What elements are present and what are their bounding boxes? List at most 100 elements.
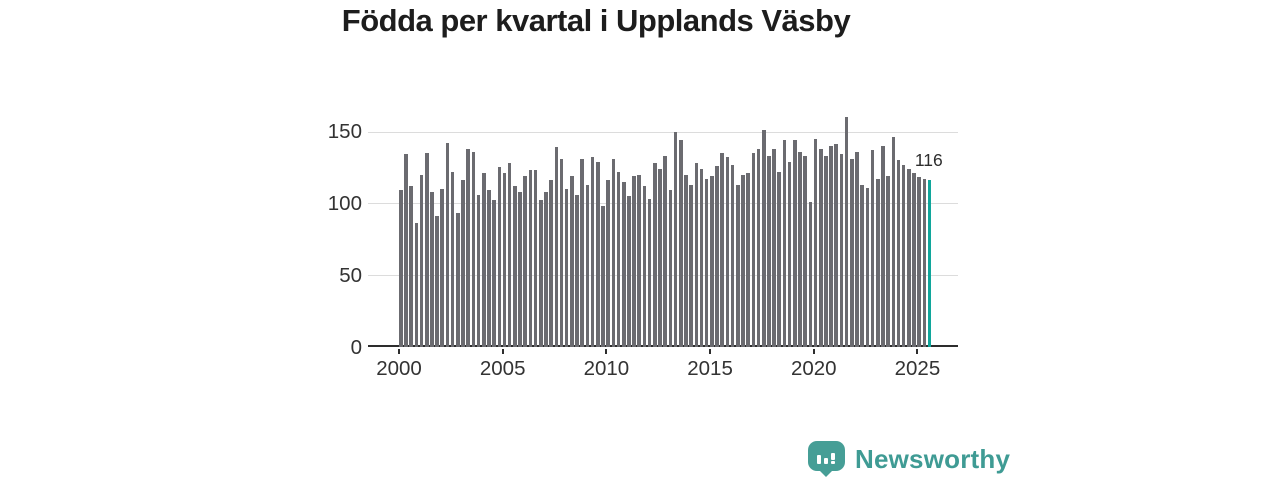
bar-2023Q3 — [886, 176, 890, 347]
bar-2001Q2 — [424, 153, 429, 347]
x-tick-2010 — [605, 349, 608, 354]
bar-2000Q1 — [399, 190, 403, 347]
bar-2011Q4 — [642, 186, 647, 347]
bar-2002Q4 — [456, 213, 460, 347]
bar-2014Q4 — [704, 178, 709, 347]
bar-2008Q4 — [580, 158, 585, 347]
bar-2024Q1 — [896, 160, 901, 347]
bar-2007Q1 — [544, 191, 548, 347]
bar-2010Q2 — [611, 158, 616, 347]
bar-2015Q2 — [715, 165, 719, 347]
chart-title: Födda per kvartal i Upplands Väsby — [341, 3, 851, 38]
bar-2005Q3 — [513, 186, 517, 347]
y-tick-label: 150 — [327, 120, 362, 143]
gridline-150 — [368, 132, 958, 133]
bar-2016Q4 — [746, 173, 750, 347]
gridline-50 — [368, 275, 958, 276]
bar-2004Q4 — [497, 167, 502, 347]
bar-2003Q3 — [471, 151, 476, 347]
newsworthy-logo-icon — [808, 441, 845, 477]
bar-2008Q3 — [575, 194, 579, 347]
bar-2018Q3 — [782, 140, 787, 347]
bar-2019Q3 — [803, 155, 807, 347]
bar-2008Q2 — [570, 176, 574, 347]
bar-2006Q2 — [528, 170, 533, 347]
bar-2012Q4 — [663, 155, 667, 347]
bar-2005Q2 — [507, 163, 512, 347]
x-tick-2005 — [501, 349, 504, 354]
x-tick-label: 2005 — [479, 357, 526, 380]
bar-2023Q2 — [881, 145, 885, 347]
bar-2019Q4 — [808, 201, 813, 347]
bar-2006Q3 — [533, 170, 538, 347]
bar-2015Q1 — [710, 176, 714, 347]
bar-2019Q2 — [798, 151, 802, 347]
bar-2009Q2 — [590, 157, 595, 347]
bar-2023Q1 — [875, 178, 880, 347]
x-tick-2015 — [709, 349, 712, 354]
bar-2020Q1 — [813, 138, 818, 347]
bar-highlight-2025Q3 — [927, 180, 932, 347]
bar-2022Q4 — [870, 150, 875, 347]
x-tick-label: 2020 — [790, 357, 837, 380]
bar-2015Q4 — [725, 157, 730, 347]
bar-2020Q4 — [829, 145, 833, 347]
bar-2019Q1 — [793, 140, 797, 347]
bar-2007Q4 — [559, 158, 564, 347]
bar-2021Q1 — [834, 144, 839, 347]
bar-2022Q3 — [865, 187, 870, 347]
bar-2005Q4 — [518, 191, 522, 347]
bar-2025Q1 — [917, 177, 922, 347]
y-tick-label: 0 — [350, 335, 362, 359]
bar-2021Q4 — [850, 158, 854, 347]
bar-2013Q1 — [668, 190, 673, 347]
bar-2010Q3 — [616, 171, 621, 347]
bar-2018Q1 — [772, 148, 776, 347]
gridline-100 — [368, 203, 958, 204]
bar-2021Q3 — [844, 117, 849, 347]
x-tick-2000 — [398, 349, 400, 354]
bar-2018Q2 — [777, 171, 782, 347]
bar-2024Q2 — [901, 164, 906, 347]
bar-2018Q4 — [787, 161, 792, 347]
bar-2009Q1 — [585, 184, 590, 347]
bar-2003Q2 — [466, 148, 470, 347]
bar-2012Q3 — [658, 168, 662, 347]
bar-2003Q1 — [461, 180, 465, 347]
bar-2010Q4 — [621, 181, 626, 347]
x-tick-2025 — [916, 349, 919, 354]
bar-2020Q3 — [824, 155, 828, 347]
bar-2016Q2 — [735, 184, 740, 347]
bar-chart: 116 0 50 100 150 2000 2005 2010 2015 2020 2025 — [327, 117, 958, 380]
bar-2025Q2 — [922, 178, 927, 347]
bar-2022Q1 — [855, 151, 859, 347]
bar-2021Q2 — [839, 154, 844, 347]
bar-2011Q1 — [627, 196, 631, 347]
bar-2004Q3 — [492, 200, 496, 347]
bar-2015Q3 — [720, 153, 725, 347]
bar-2017Q4 — [767, 155, 771, 347]
x-tick-label: 2010 — [583, 357, 630, 380]
bar-2000Q2 — [404, 154, 408, 347]
bar-2016Q1 — [730, 164, 735, 347]
x-tick-label: 2015 — [687, 357, 733, 380]
x-tick-label: 2000 — [376, 357, 422, 380]
bar-2022Q2 — [860, 184, 864, 347]
bar-2009Q3 — [596, 161, 600, 347]
bar-2012Q1 — [647, 199, 652, 347]
bar-2000Q3 — [409, 186, 413, 347]
bar-2010Q1 — [606, 180, 610, 347]
bar-2016Q3 — [741, 174, 745, 347]
bar-2007Q3 — [554, 147, 559, 347]
bar-2020Q2 — [818, 148, 823, 347]
bar-2009Q4 — [601, 206, 605, 347]
bar-2000Q4 — [414, 223, 419, 347]
x-tick-2020 — [812, 349, 815, 354]
bar-2001Q4 — [435, 216, 439, 347]
bar-2002Q2 — [445, 143, 450, 347]
brand-footer: Newsworthy — [808, 441, 1010, 477]
highlight-value-annotation: 116 — [914, 150, 943, 171]
bar-2001Q1 — [419, 174, 424, 347]
bar-2014Q2 — [694, 163, 699, 347]
